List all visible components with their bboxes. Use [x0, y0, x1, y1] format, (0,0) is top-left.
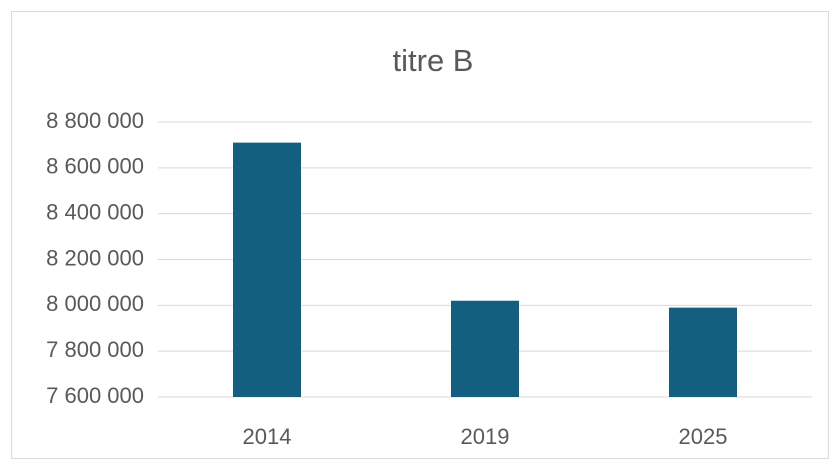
bar — [668, 307, 738, 397]
y-tick-label: 8 600 000 — [46, 154, 144, 179]
bar — [232, 142, 302, 397]
y-tick-label: 8 200 000 — [46, 245, 144, 270]
y-tick-label: 7 800 000 — [46, 337, 144, 362]
y-tick-label: 8 400 000 — [46, 199, 144, 224]
chart-title: titre B — [393, 43, 474, 78]
x-tick-label: 2014 — [243, 424, 292, 449]
y-tick-label: 8 800 000 — [46, 108, 144, 133]
x-tick-label: 2025 — [679, 424, 728, 449]
x-tick-label: 2019 — [461, 424, 510, 449]
y-tick-label: 7 600 000 — [46, 383, 144, 408]
bar — [450, 300, 520, 397]
y-tick-label: 8 000 000 — [46, 291, 144, 316]
